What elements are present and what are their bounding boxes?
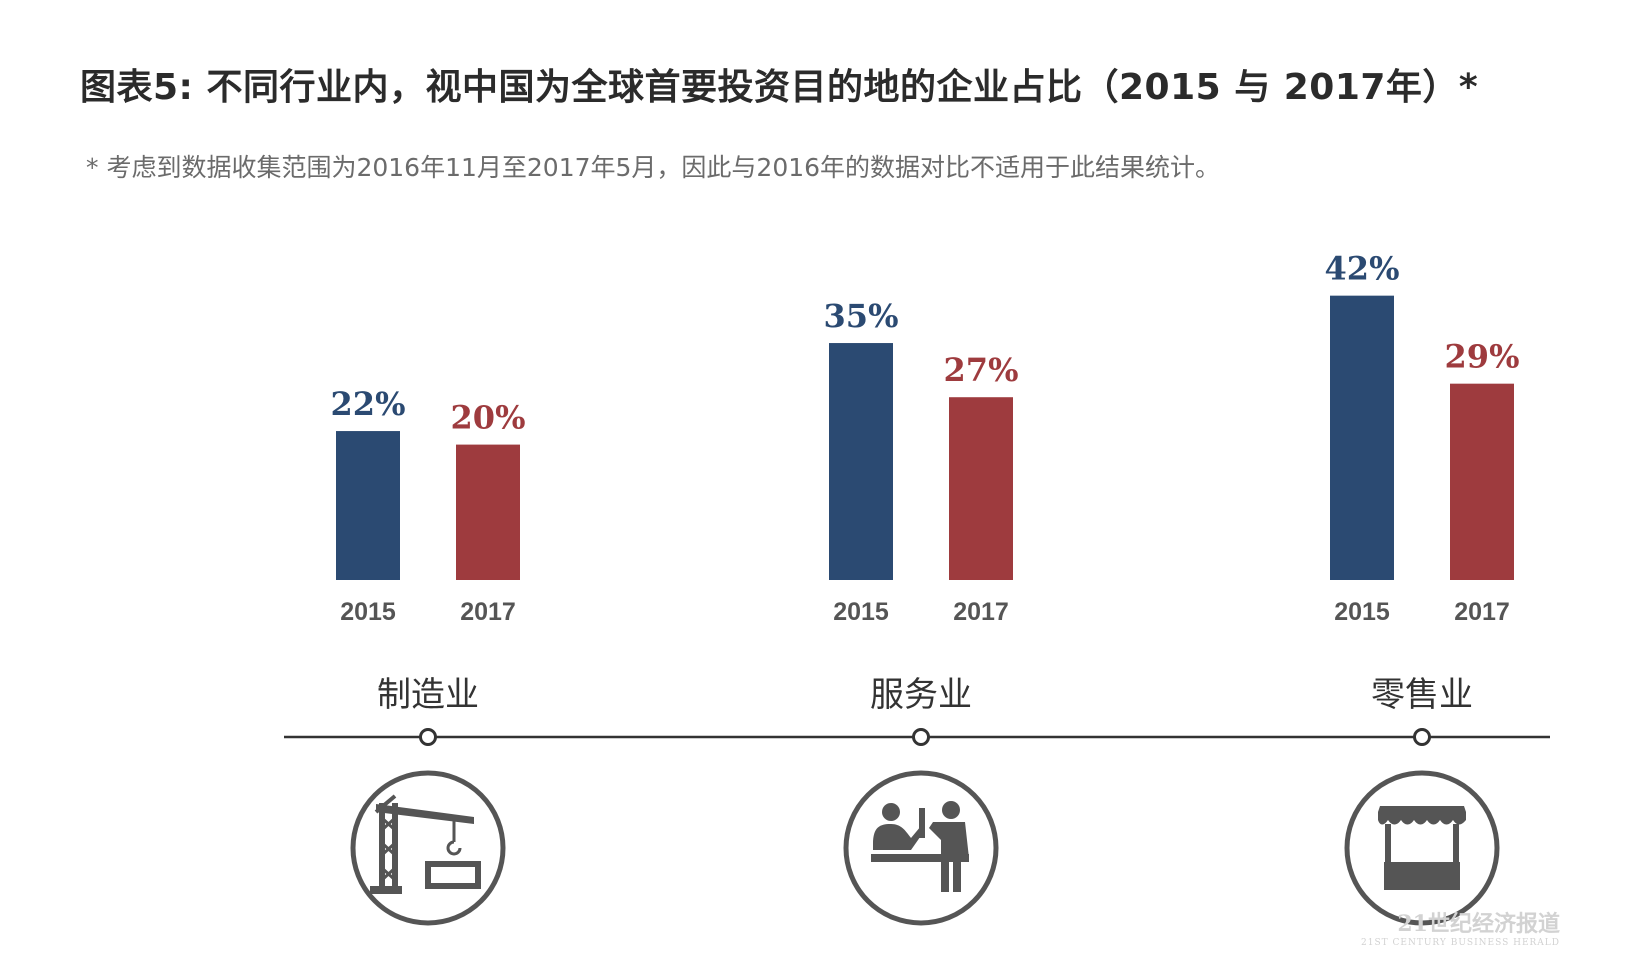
- watermark-main: 21世纪经济报道: [1397, 911, 1560, 937]
- axis-marker: [1413, 728, 1431, 746]
- bar-2015-1: [336, 431, 400, 580]
- data-label: 27%: [944, 351, 1019, 389]
- bar-2015-2: [829, 343, 893, 580]
- bar-2015-3: [1330, 295, 1394, 580]
- category-label: 零售业: [1371, 675, 1473, 715]
- icon-circle: [350, 770, 506, 926]
- bar-2017-1: [456, 444, 520, 580]
- series-year-label: 2017: [1454, 598, 1510, 626]
- category-label: 服务业: [870, 675, 972, 715]
- chart-footnote: * 考虑到数据收集范围为2016年11月至2017年5月，因此与2016年的数据…: [86, 153, 1221, 182]
- series-year-label: 2017: [953, 598, 1009, 626]
- chart-title: 图表5: 不同行业内，视中国为全球首要投资目的地的企业占比（2015 与 201…: [80, 67, 1479, 108]
- axis-marker: [912, 728, 930, 746]
- series-year-label: 2017: [460, 598, 516, 626]
- series-year-label: 2015: [340, 598, 396, 626]
- crane-icon: [370, 794, 481, 894]
- bar-2017-3: [1450, 383, 1514, 580]
- data-label: 35%: [824, 297, 899, 335]
- icon-circle: [843, 770, 999, 926]
- publisher-watermark: 21世纪经济报道 21ST CENTURY BUSINESS HERALD: [1361, 906, 1560, 948]
- watermark-sub: 21ST CENTURY BUSINESS HERALD: [1361, 938, 1560, 948]
- series-year-label: 2015: [1334, 598, 1390, 626]
- data-label: 29%: [1445, 338, 1520, 376]
- service-desk-icon: [871, 801, 969, 892]
- series-year-label: 2015: [833, 598, 889, 626]
- bar-2017-2: [949, 397, 1013, 580]
- icon-circle: [1344, 770, 1500, 926]
- category-label: 制造业: [377, 675, 479, 715]
- data-label: 20%: [451, 399, 526, 437]
- data-label: 42%: [1325, 250, 1400, 288]
- data-label: 22%: [331, 385, 406, 423]
- store-awning-icon: [1378, 806, 1466, 890]
- axis-marker: [419, 728, 437, 746]
